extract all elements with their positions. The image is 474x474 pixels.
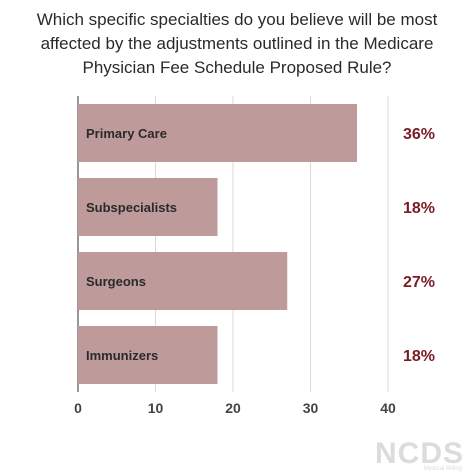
x-tick-label: 30 (303, 400, 319, 416)
ncds-logo: NCDS (374, 437, 464, 470)
x-tick-label: 10 (148, 400, 164, 416)
x-tick-label: 40 (380, 400, 396, 416)
x-tick-label: 0 (74, 400, 82, 416)
category-label: Primary Care (86, 126, 167, 141)
x-tick-label: 20 (225, 400, 241, 416)
bar-surgeons (78, 252, 288, 310)
value-label: 18% (403, 348, 435, 365)
logo-subtitle: Medical Billing (423, 466, 462, 472)
value-label: 27% (403, 274, 435, 291)
category-label: Subspecialists (86, 200, 177, 215)
value-label: 18% (403, 200, 435, 217)
category-label: Immunizers (86, 348, 158, 363)
bar-subspecialists (78, 178, 218, 236)
bar-primary-care (78, 104, 357, 162)
value-label: 36% (403, 126, 435, 143)
bar-immunizers (78, 326, 218, 384)
category-label: Surgeons (86, 274, 146, 289)
chart-title: Which specific specialties do you believ… (36, 10, 438, 77)
